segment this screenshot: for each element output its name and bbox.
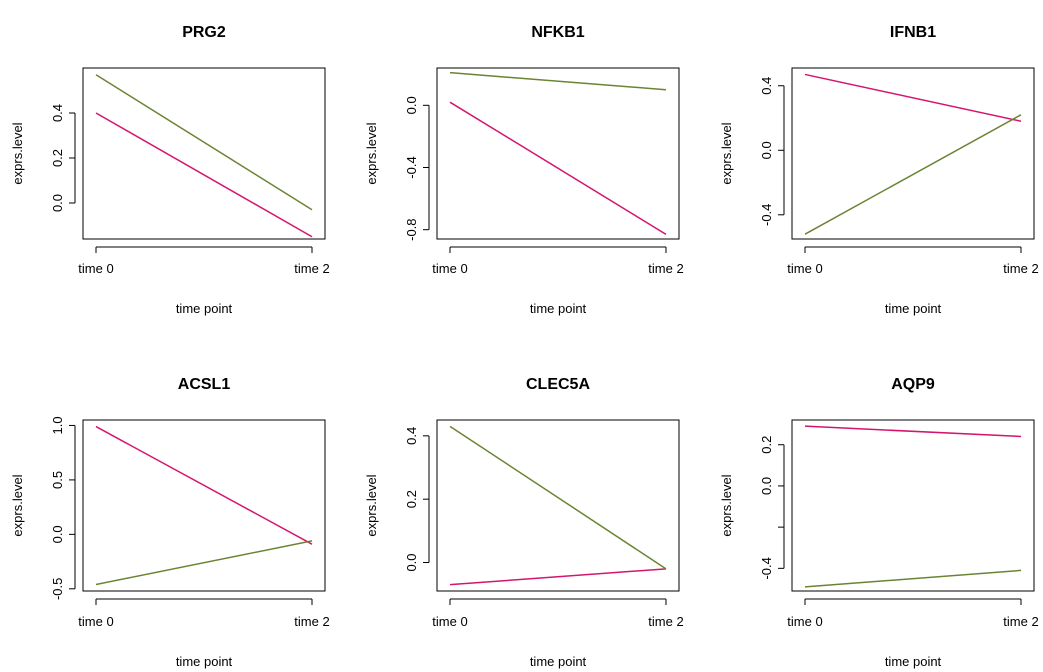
y-axis-label: exprs.level (10, 474, 25, 536)
series-line-1 (95, 425, 313, 545)
panel-title: IFNB1 (890, 24, 936, 41)
panel-title: CLEC5A (526, 376, 590, 393)
x-axis-label: time point (530, 301, 587, 316)
y-tick-label: 0.2 (759, 436, 774, 454)
x-axis-label: time point (885, 301, 942, 316)
y-tick-label: 1.0 (50, 416, 65, 434)
x-tick-label: time 0 (78, 614, 113, 629)
y-tick-label: -0.8 (404, 218, 419, 240)
y-axis-label: exprs.level (364, 122, 379, 184)
plot-box (82, 419, 326, 592)
series-line-2 (804, 569, 1022, 588)
plot-panel: ACSL1 time 0 time 2 time point -0.5 0.0 0.5 1.0… (10, 376, 330, 669)
y-tick-label: -0.5 (50, 578, 65, 600)
y-tick-label: 0.5 (50, 471, 65, 489)
series-line-2 (449, 425, 667, 570)
panel-title: NFKB1 (531, 24, 584, 41)
plot-box (436, 419, 680, 592)
series-line-1 (804, 73, 1022, 122)
x-tick-label: time 0 (78, 261, 113, 276)
series-line-2 (95, 540, 313, 586)
series-line-2 (449, 71, 667, 91)
plot-box (791, 67, 1035, 240)
y-tick-label: 0.2 (404, 490, 419, 508)
plot-panel: NFKB1 time 0 time 2 time point -0.8 -0.4 0.0 ex… (364, 24, 684, 316)
y-tick-label: -0.4 (404, 156, 419, 178)
panel-title: PRG2 (182, 24, 226, 41)
panel-title: AQP9 (891, 376, 935, 393)
series-line-1 (449, 101, 667, 235)
plot-box (82, 67, 326, 240)
x-tick-label: time 2 (648, 261, 683, 276)
x-tick-label: time 2 (1003, 614, 1038, 629)
plot-panel: AQP9 time 0 time 2 time point -0.4 0.0 0.2 expr… (719, 376, 1039, 669)
x-tick-label: time 2 (294, 614, 329, 629)
y-tick-label: 0.2 (50, 149, 65, 167)
y-tick-label: 0.4 (404, 427, 419, 445)
x-axis-label: time point (176, 654, 233, 669)
x-tick-label: time 2 (648, 614, 683, 629)
y-tick-label: -0.4 (759, 557, 774, 579)
plot-panel: PRG2 time 0 time 2 time point 0.0 0.2 0.4 exprs… (10, 24, 330, 316)
series-line-2 (95, 74, 313, 211)
plot-panel: CLEC5A time 0 time 2 time point 0.0 0.2 0.4 exp… (364, 376, 684, 669)
plot-box (436, 67, 680, 240)
plot-box (791, 419, 1035, 592)
panel-title: ACSL1 (178, 376, 231, 393)
y-tick-label: -0.4 (759, 204, 774, 226)
x-axis-label: time point (530, 654, 587, 669)
x-tick-label: time 2 (294, 261, 329, 276)
y-tick-label: 0.0 (759, 141, 774, 159)
y-tick-label: 0.0 (759, 477, 774, 495)
y-tick-label: 0.0 (50, 525, 65, 543)
x-axis-label: time point (176, 301, 233, 316)
x-tick-label: time 0 (432, 614, 467, 629)
plot-panel: IFNB1 time 0 time 2 time point -0.4 0.0 0.4 exp… (719, 24, 1039, 316)
y-tick-label: 0.4 (50, 104, 65, 122)
x-axis-label: time point (885, 654, 942, 669)
y-tick-label: 0.0 (50, 194, 65, 212)
y-tick-label: 0.4 (759, 77, 774, 95)
x-tick-label: time 0 (787, 261, 822, 276)
series-line-1 (95, 112, 313, 238)
y-tick-label: 0.0 (404, 553, 419, 571)
y-tick-label: 0.0 (404, 96, 419, 114)
series-line-1 (449, 568, 667, 586)
series-line-1 (804, 425, 1022, 438)
y-axis-label: exprs.level (719, 474, 734, 536)
x-tick-label: time 2 (1003, 261, 1038, 276)
x-tick-label: time 0 (787, 614, 822, 629)
y-axis-label: exprs.level (10, 122, 25, 184)
x-tick-label: time 0 (432, 261, 467, 276)
y-axis-label: exprs.level (719, 122, 734, 184)
y-axis-label: exprs.level (364, 474, 379, 536)
series-line-2 (804, 114, 1022, 235)
